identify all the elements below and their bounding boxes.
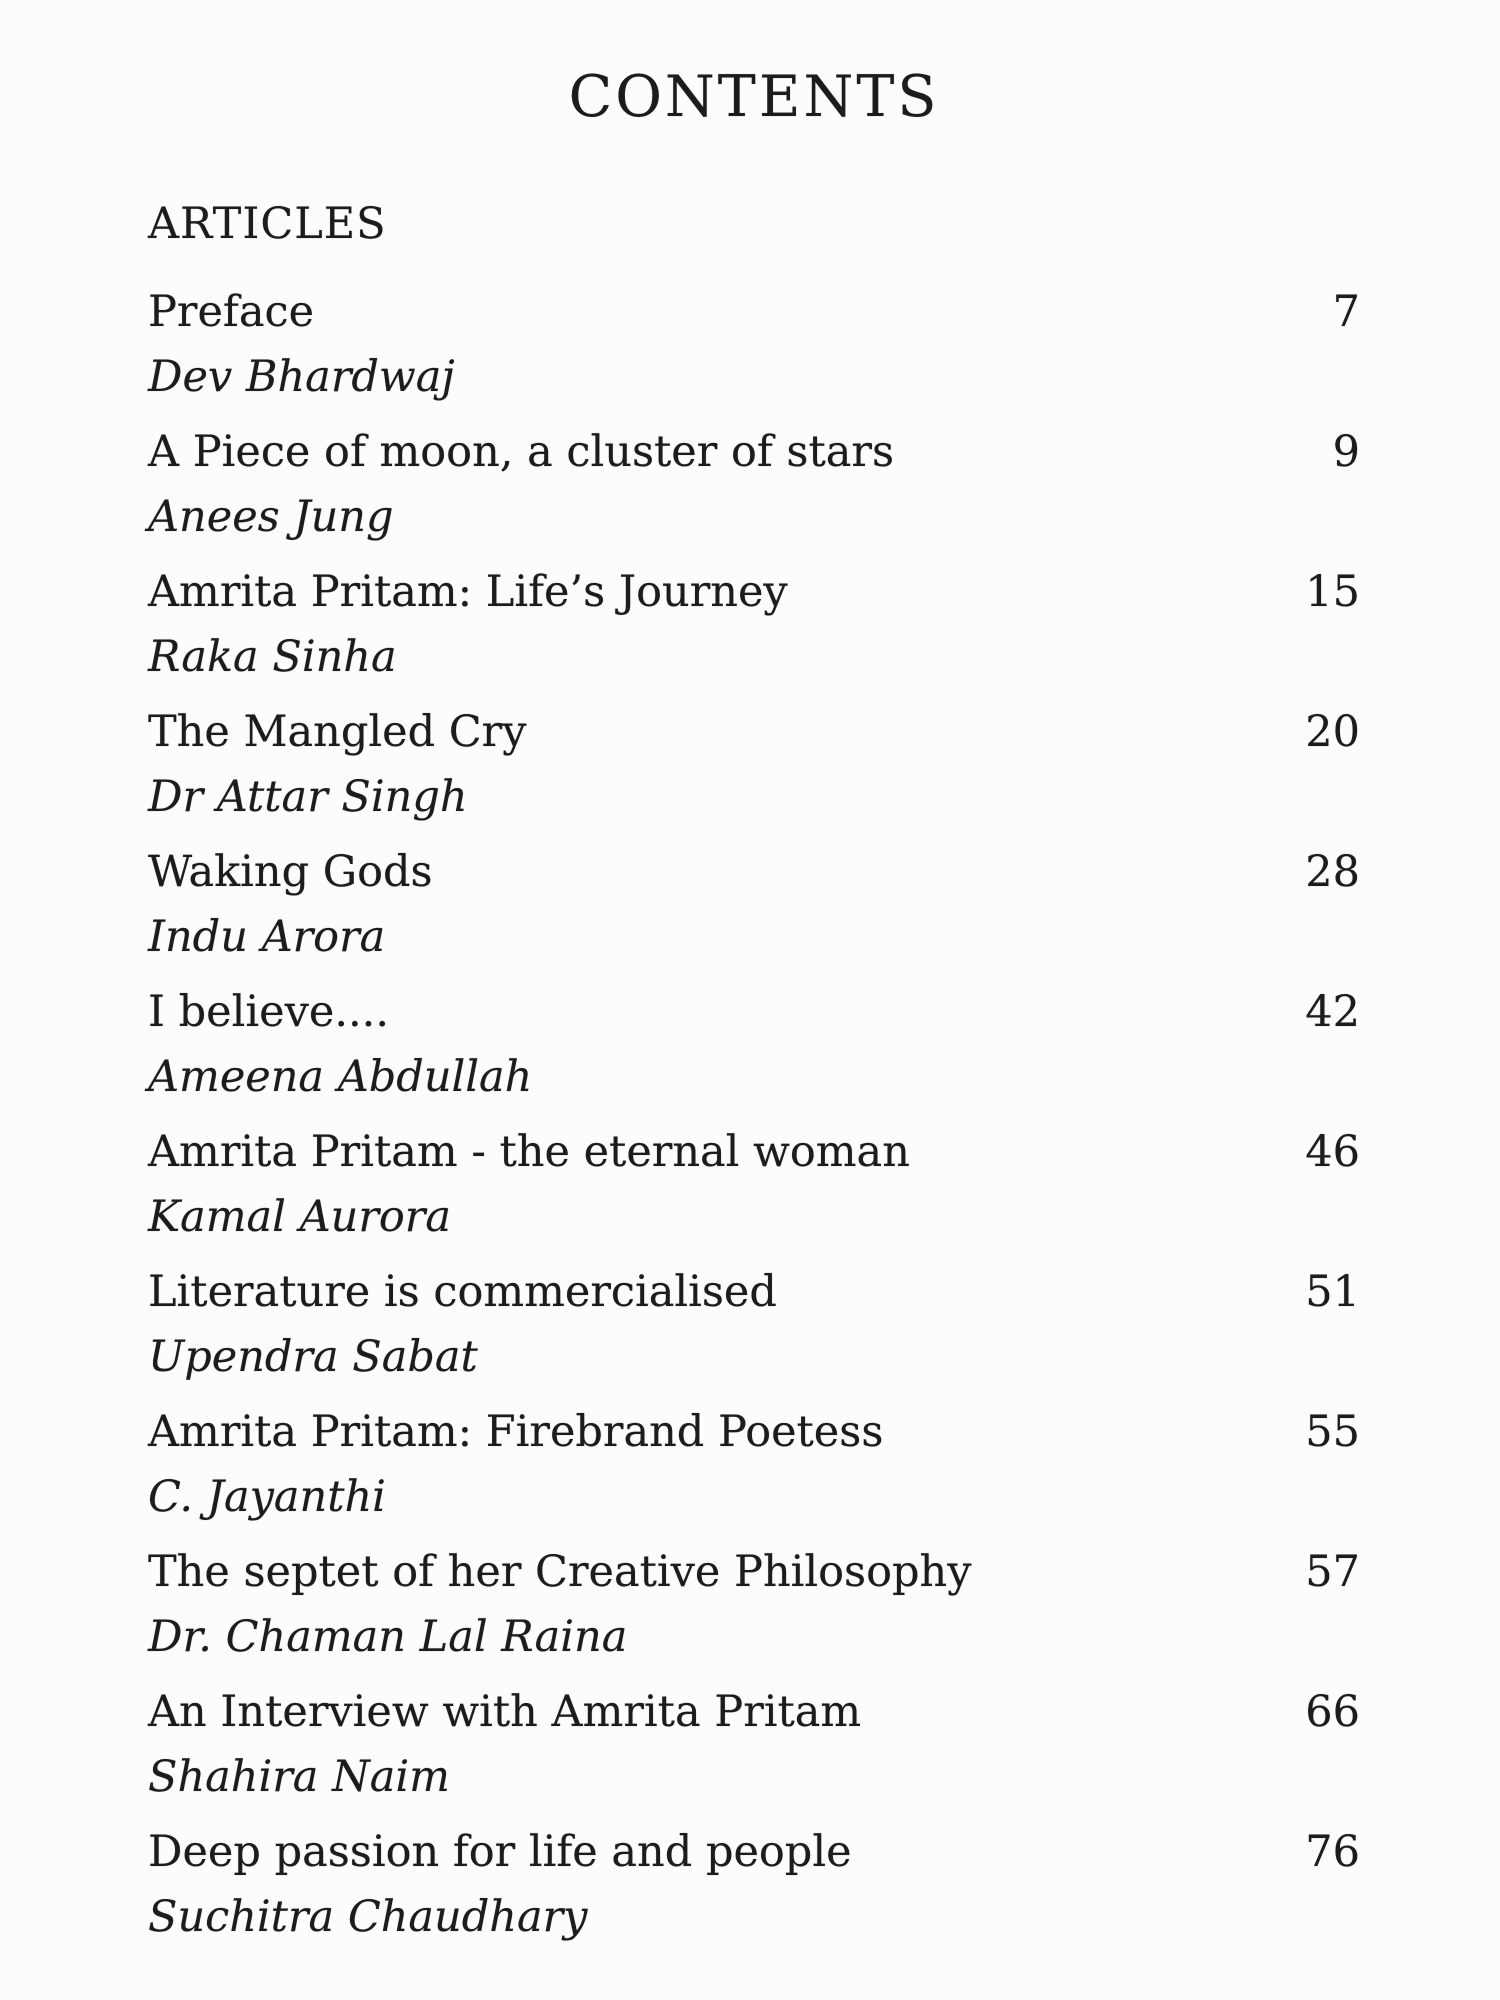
entry-author: Indu Arora (148, 911, 386, 962)
entry-author: Dev Bhardwaj (148, 351, 455, 402)
entry-author: Anees Jung (148, 491, 394, 542)
entry-title: Amrita Pritam - the eternal woman (148, 1126, 910, 1177)
entry-page-number: 51 (1305, 1266, 1360, 1317)
entry-author: C. Jayanthi (148, 1471, 386, 1522)
entry-title-line: Preface 7 (148, 280, 1360, 345)
entry-author: Shahira Naim (148, 1751, 450, 1802)
entry-author: Dr. Chaman Lal Raina (148, 1611, 628, 1662)
entry-title: An Interview with Amrita Pritam (148, 1686, 862, 1737)
entry-page-number: 15 (1305, 566, 1360, 617)
page-title: CONTENTS (568, 64, 940, 130)
toc-entry: The Mangled Cry 20 Dr Attar Singh (148, 700, 1360, 829)
entry-page-number: 42 (1305, 986, 1360, 1037)
entry-page-number: 7 (1332, 286, 1360, 337)
entry-title-line: The septet of her Creative Philosophy 57 (148, 1540, 1360, 1605)
entry-author: Dr Attar Singh (148, 771, 468, 822)
entry-title-line: The Mangled Cry 20 (148, 700, 1360, 765)
toc-entry: An Interview with Amrita Pritam 66 Shahi… (148, 1680, 1360, 1809)
entry-title: Deep passion for life and people (148, 1826, 852, 1877)
entry-title: Preface (148, 286, 315, 337)
entry-title: I believe.... (148, 986, 389, 1037)
toc-entry: Preface 7 Dev Bhardwaj (148, 280, 1360, 409)
entry-author: Upendra Sabat (148, 1331, 478, 1382)
entry-title: The septet of her Creative Philosophy (148, 1546, 972, 1597)
entry-title: Literature is commercialised (148, 1266, 777, 1317)
entry-page-number: 76 (1305, 1826, 1360, 1877)
entry-author: Raka Sinha (148, 631, 397, 682)
toc-entry: Literature is commercialised 51 Upendra … (148, 1260, 1360, 1389)
entry-title: The Mangled Cry (148, 706, 527, 757)
entry-page-number: 66 (1305, 1686, 1360, 1737)
entry-title-line: Literature is commercialised 51 (148, 1260, 1360, 1325)
entry-page-number: 9 (1332, 426, 1360, 477)
entry-title-line: Amrita Pritam: Firebrand Poetess 55 (148, 1400, 1360, 1465)
toc-entry: A Piece of moon, a cluster of stars 9 An… (148, 420, 1360, 549)
toc-entry: Amrita Pritam: Firebrand Poetess 55 C. J… (148, 1400, 1360, 1529)
entry-title-line: Amrita Pritam: Life’s Journey 15 (148, 560, 1360, 625)
toc-entry: Amrita Pritam: Life’s Journey 15 Raka Si… (148, 560, 1360, 689)
entry-page-number: 57 (1305, 1546, 1360, 1597)
entry-page-number: 55 (1305, 1406, 1360, 1457)
toc-entry: I believe.... 42 Ameena Abdullah (148, 980, 1360, 1109)
entry-author: Kamal Aurora (148, 1191, 451, 1242)
entry-title: Waking Gods (148, 846, 433, 897)
entry-title: Amrita Pritam: Firebrand Poetess (148, 1406, 884, 1457)
entry-title-line: A Piece of moon, a cluster of stars 9 (148, 420, 1360, 485)
toc-entry: Waking Gods 28 Indu Arora (148, 840, 1360, 969)
section-heading-articles: ARTICLES (148, 198, 387, 249)
entry-author: Ameena Abdullah (148, 1051, 533, 1102)
entry-title-line: An Interview with Amrita Pritam 66 (148, 1680, 1360, 1745)
toc-entry: The septet of her Creative Philosophy 57… (148, 1540, 1360, 1669)
table-of-contents: Preface 7 Dev Bhardwaj A Piece of moon, … (148, 280, 1360, 1949)
entry-page-number: 20 (1305, 706, 1360, 757)
entry-title: A Piece of moon, a cluster of stars (148, 426, 895, 477)
entry-title-line: Deep passion for life and people 76 (148, 1820, 1360, 1885)
entry-page-number: 28 (1305, 846, 1360, 897)
entry-title: Amrita Pritam: Life’s Journey (148, 566, 788, 617)
entry-author: Suchitra Chaudhary (148, 1891, 588, 1942)
entry-title-line: Waking Gods 28 (148, 840, 1360, 905)
entry-title-line: I believe.... 42 (148, 980, 1360, 1045)
toc-entry: Amrita Pritam - the eternal woman 46 Kam… (148, 1120, 1360, 1249)
toc-entry: Deep passion for life and people 76 Such… (148, 1820, 1360, 1949)
entry-title-line: Amrita Pritam - the eternal woman 46 (148, 1120, 1360, 1185)
entry-page-number: 46 (1305, 1126, 1360, 1177)
